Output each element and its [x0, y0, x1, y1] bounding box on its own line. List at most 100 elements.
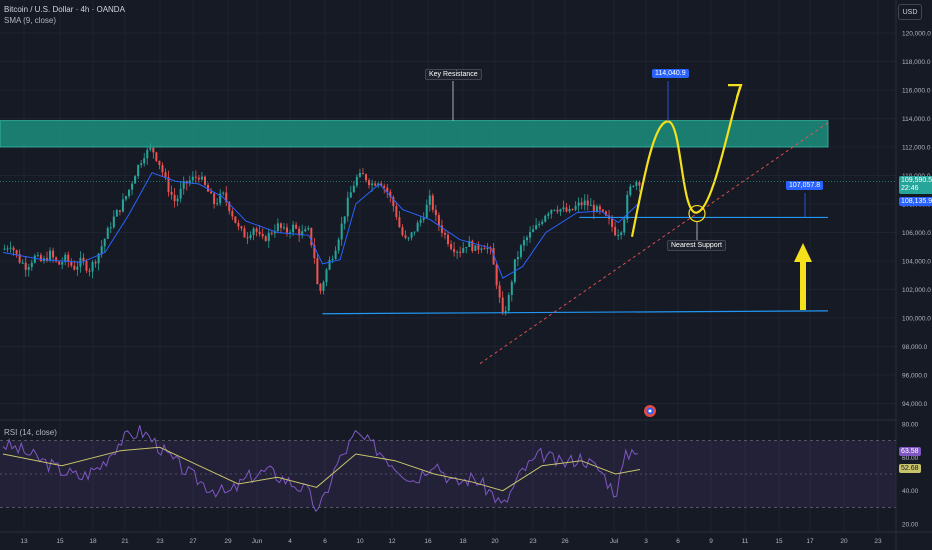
candle-body: [638, 182, 641, 186]
candle-body: [589, 204, 592, 206]
candle-body: [149, 147, 152, 150]
candle-body: [155, 152, 158, 161]
time-tick-label: 29: [224, 538, 232, 545]
candle-body: [413, 231, 416, 233]
sma-indicator-label[interactable]: SMA (9, close): [4, 16, 57, 25]
candle-body: [197, 177, 200, 180]
candle-body: [407, 237, 410, 239]
candle-body: [64, 254, 67, 263]
candle-body: [52, 250, 55, 258]
candle-body: [152, 147, 155, 153]
price-tick-label: 120,000.0: [902, 31, 931, 38]
time-tick-label: 16: [424, 538, 432, 545]
candle-body: [313, 244, 316, 259]
candle-body: [629, 186, 632, 195]
candle-body: [106, 228, 109, 239]
candle-body: [364, 174, 367, 181]
candle-body: [346, 197, 349, 217]
candle-body: [301, 231, 304, 236]
candle-body: [437, 215, 440, 226]
rsi-indicator-label[interactable]: RSI (14, close): [4, 428, 57, 437]
candle-body: [134, 176, 137, 184]
candle-body: [27, 267, 30, 270]
time-tick-label: 26: [561, 538, 569, 545]
candle-body: [380, 183, 383, 186]
candle-body: [24, 262, 27, 270]
candle-body: [49, 250, 52, 261]
candle-body: [371, 183, 374, 186]
candle-body: [386, 187, 389, 192]
candle-body: [131, 183, 134, 190]
key-resistance-label: Key Resistance: [425, 69, 482, 80]
candle-body: [118, 210, 121, 212]
candle-body: [620, 232, 623, 236]
time-tick-label: 11: [742, 538, 749, 545]
rsi-line: [2, 425, 639, 513]
candle-body: [559, 209, 562, 212]
candle-body: [598, 206, 601, 210]
rsi-ma-value-tag: 52.68: [899, 464, 921, 473]
candle-body: [516, 256, 519, 260]
rsi-tick-label: 40.00: [902, 488, 919, 495]
candle-body: [358, 173, 361, 177]
candle-body: [471, 240, 474, 251]
candle-body: [289, 232, 292, 234]
trend-line: [479, 122, 829, 364]
candle-body: [279, 223, 282, 228]
rsi-axis[interactable]: 80.00 60.00 40.00 20.00: [902, 422, 919, 529]
candle-body: [161, 164, 164, 173]
candle-body: [383, 185, 386, 188]
candle-body: [568, 208, 571, 212]
candle-body: [30, 262, 33, 268]
price-axis[interactable]: 120,000.0 118,000.0 116,000.0 114,000.0 112,…: [902, 31, 931, 409]
candle-body: [626, 194, 629, 220]
candle-body: [137, 165, 140, 177]
support-price-label: 107,057.8: [786, 181, 824, 190]
candle-body: [267, 232, 270, 241]
candle-body: [194, 176, 197, 178]
candle-body: [547, 213, 550, 216]
candle-body: [440, 225, 443, 234]
candle-body: [76, 266, 79, 270]
time-tick-label: Jul: [610, 538, 619, 545]
candle-body: [416, 222, 419, 232]
time-tick-label: 21: [121, 538, 129, 545]
candle-body: [112, 216, 115, 228]
candle-body: [352, 185, 355, 193]
currency-button[interactable]: USD: [898, 4, 922, 20]
candle-body: [21, 262, 24, 264]
price-tick-label: 116,000.0: [902, 88, 931, 95]
candle-body: [216, 203, 219, 205]
countdown-value: 22:46: [901, 185, 919, 192]
rsi-tick-label: 60.00: [902, 455, 919, 462]
candle-body: [273, 231, 276, 234]
candle-body: [361, 173, 364, 175]
candle-body: [583, 200, 586, 206]
candle-body: [310, 227, 313, 245]
candle-body: [179, 188, 182, 199]
time-axis[interactable]: 13 15 18 21 23 27 29 Jun 4 6 10 12 16 18 20 23 26 Jul 3 6 9 1…: [20, 538, 882, 545]
candle-body: [507, 294, 510, 311]
candle-body: [237, 222, 240, 227]
candle-body: [431, 195, 434, 210]
price-tick-label: 96,000.0: [902, 373, 928, 380]
candle-body: [389, 191, 392, 198]
time-tick-label: 20: [840, 538, 848, 545]
candle-body: [210, 191, 213, 194]
major-support-line: [322, 310, 829, 315]
candle-body: [270, 232, 273, 234]
candle-body: [234, 216, 237, 223]
time-tick-label: 6: [323, 538, 327, 545]
candle-body: [292, 224, 295, 233]
time-tick-label: 12: [388, 538, 396, 545]
candle-body: [219, 193, 222, 204]
candle-body: [94, 262, 97, 264]
candle-body: [632, 185, 635, 187]
price-tick-label: 100,000.0: [902, 316, 931, 323]
rsi-tick-label: 80.00: [902, 422, 919, 429]
logo-icon: [644, 405, 656, 417]
candle-body: [486, 248, 489, 250]
candle-body: [243, 228, 246, 238]
candle-body: [158, 160, 161, 165]
